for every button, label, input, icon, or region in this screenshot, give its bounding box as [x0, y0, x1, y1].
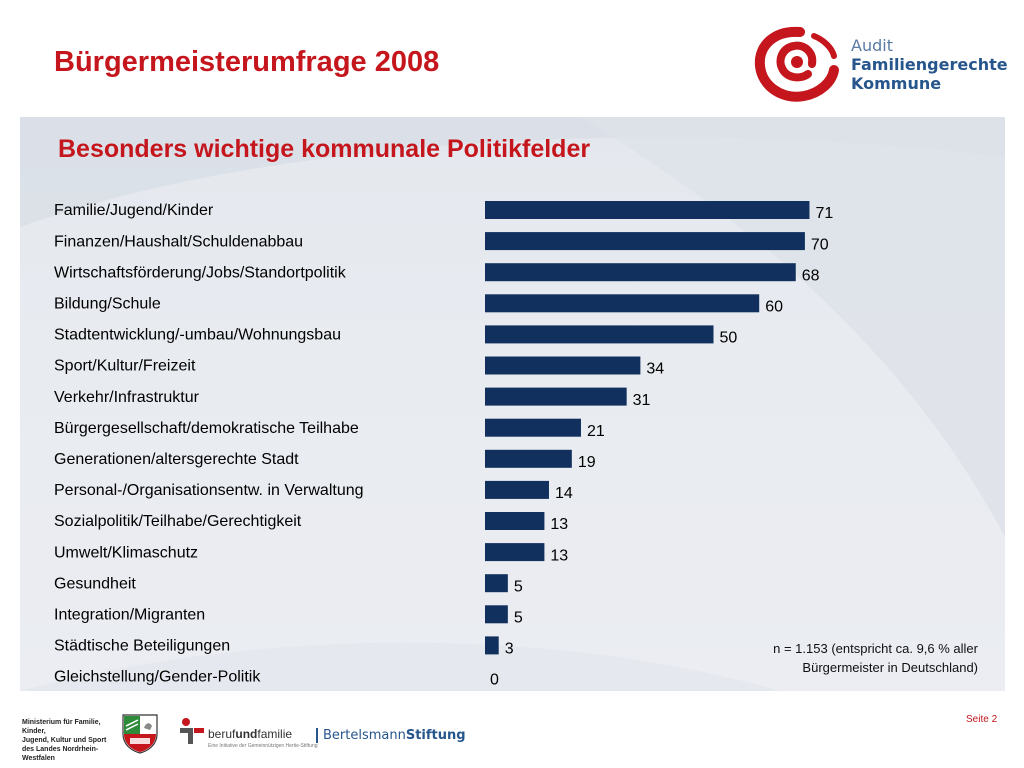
audit-logo: Audit Familiengerechte Kommune [752, 26, 1012, 106]
value-label: 31 [633, 392, 651, 409]
page-number: Seite 2 [966, 714, 998, 725]
sample-note-line-2: Bürgermeister in Deutschland) [802, 660, 978, 675]
chart-subtitle: Besonders wichtige kommunale Politikfeld… [58, 135, 591, 163]
category-label: Integration/Migranten [54, 607, 205, 624]
ministry-line-1: Ministerium für Familie, Kinder, [22, 719, 101, 735]
bar [485, 356, 641, 375]
value-label: 68 [802, 267, 820, 284]
category-label: Umwelt/Klimaschutz [54, 544, 198, 561]
value-label: 71 [815, 205, 833, 222]
logo-line-3: Kommune [851, 74, 942, 93]
category-label: Sozialpolitik/Teilhabe/Gerechtigkeit [54, 513, 302, 530]
bar [485, 574, 508, 593]
category-label: Verkehr/Infrastruktur [54, 389, 200, 406]
value-label: 50 [720, 330, 738, 347]
berufundfamilie-post: familie [257, 727, 293, 741]
berufundfamilie-subtext: Eine Initiative der Gemeinnützigen Herti… [208, 743, 318, 749]
value-label: 13 [550, 547, 568, 564]
category-label: Gleichstellung/Gender-Politik [54, 669, 261, 686]
category-label: Gesundheit [54, 575, 136, 592]
value-label: 19 [578, 454, 596, 471]
bar [485, 480, 549, 499]
category-label: Personal-/Organisationsentw. in Verwaltu… [54, 482, 364, 499]
value-label: 5 [514, 610, 523, 627]
logo-line-1: Audit [851, 36, 893, 55]
bar [485, 449, 572, 468]
swirl-logo-icon [754, 26, 839, 102]
bar [485, 263, 796, 282]
ministry-line-3: des Landes Nordrhein-Westfalen [22, 746, 99, 762]
berufundfamilie-pre: beruf [208, 727, 236, 741]
bar [485, 387, 627, 406]
category-label: Sport/Kultur/Freizeit [54, 358, 196, 375]
bar [485, 294, 760, 313]
berufundfamilie-bold: und [235, 727, 258, 741]
bar [485, 232, 805, 251]
bar [485, 543, 545, 562]
sample-note: n = 1.153 (entspricht ca. 9,6 % aller Bü… [660, 639, 978, 677]
value-label: 34 [646, 361, 664, 378]
bar [485, 201, 810, 219]
bar [485, 512, 545, 530]
value-label: 70 [811, 236, 829, 253]
value-label: 0 [490, 672, 499, 689]
category-label: Generationen/altersgerechte Stadt [54, 451, 299, 468]
value-label: 5 [514, 578, 523, 595]
ministry-logo-text: Ministerium für Familie, Kinder, Jugend,… [22, 718, 122, 763]
bar [485, 605, 508, 624]
value-label: 13 [550, 516, 568, 533]
logo-text: Audit Familiengerechte Kommune [851, 36, 1008, 93]
berufundfamilie-icon [180, 718, 204, 744]
category-label: Bürgergesellschaft/demokratische Teilhab… [54, 420, 359, 437]
background-swoosh [20, 117, 1005, 691]
category-label: Finanzen/Haushalt/Schuldenabbau [54, 233, 303, 250]
category-label: Wirtschaftsförderung/Jobs/Standortpoliti… [54, 264, 347, 281]
sample-note-line-1: n = 1.153 (entspricht ca. 9,6 % aller [773, 641, 978, 656]
bar [485, 418, 581, 437]
bertelsmann-post: Stiftung [405, 728, 466, 743]
category-label: Bildung/Schule [54, 296, 161, 313]
value-label: 14 [555, 485, 573, 502]
bar [485, 636, 499, 655]
bar-chart: Familie/Jugend/Kinder 71 Finanzen/Haushalt… [54, 201, 833, 689]
nrw-crest-icon [122, 714, 158, 754]
bertelsmann-logo: BertelsmannStiftung [316, 728, 466, 743]
bertelsmann-divider [316, 728, 318, 743]
category-label: Stadtentwicklung/-umbau/Wohnungsbau [54, 327, 341, 344]
logo-line-2: Familiengerechte [851, 55, 1008, 74]
value-label: 60 [765, 299, 783, 316]
value-label: 21 [587, 423, 605, 440]
category-label: Familie/Jugend/Kinder [54, 202, 214, 219]
chart-panel: Besonders wichtige kommunale Politikfeld… [20, 117, 1005, 691]
bar [485, 325, 714, 344]
bertelsmann-pre: Bertelsmann [323, 728, 406, 743]
category-label: Städtische Beteiligungen [54, 638, 230, 655]
berufundfamilie-logo: berufundfamilie [208, 727, 292, 741]
value-label: 3 [505, 641, 514, 658]
ministry-line-2: Jugend, Kultur und Sport [22, 737, 107, 744]
page-title: Bürgermeisterumfrage 2008 [54, 46, 440, 78]
